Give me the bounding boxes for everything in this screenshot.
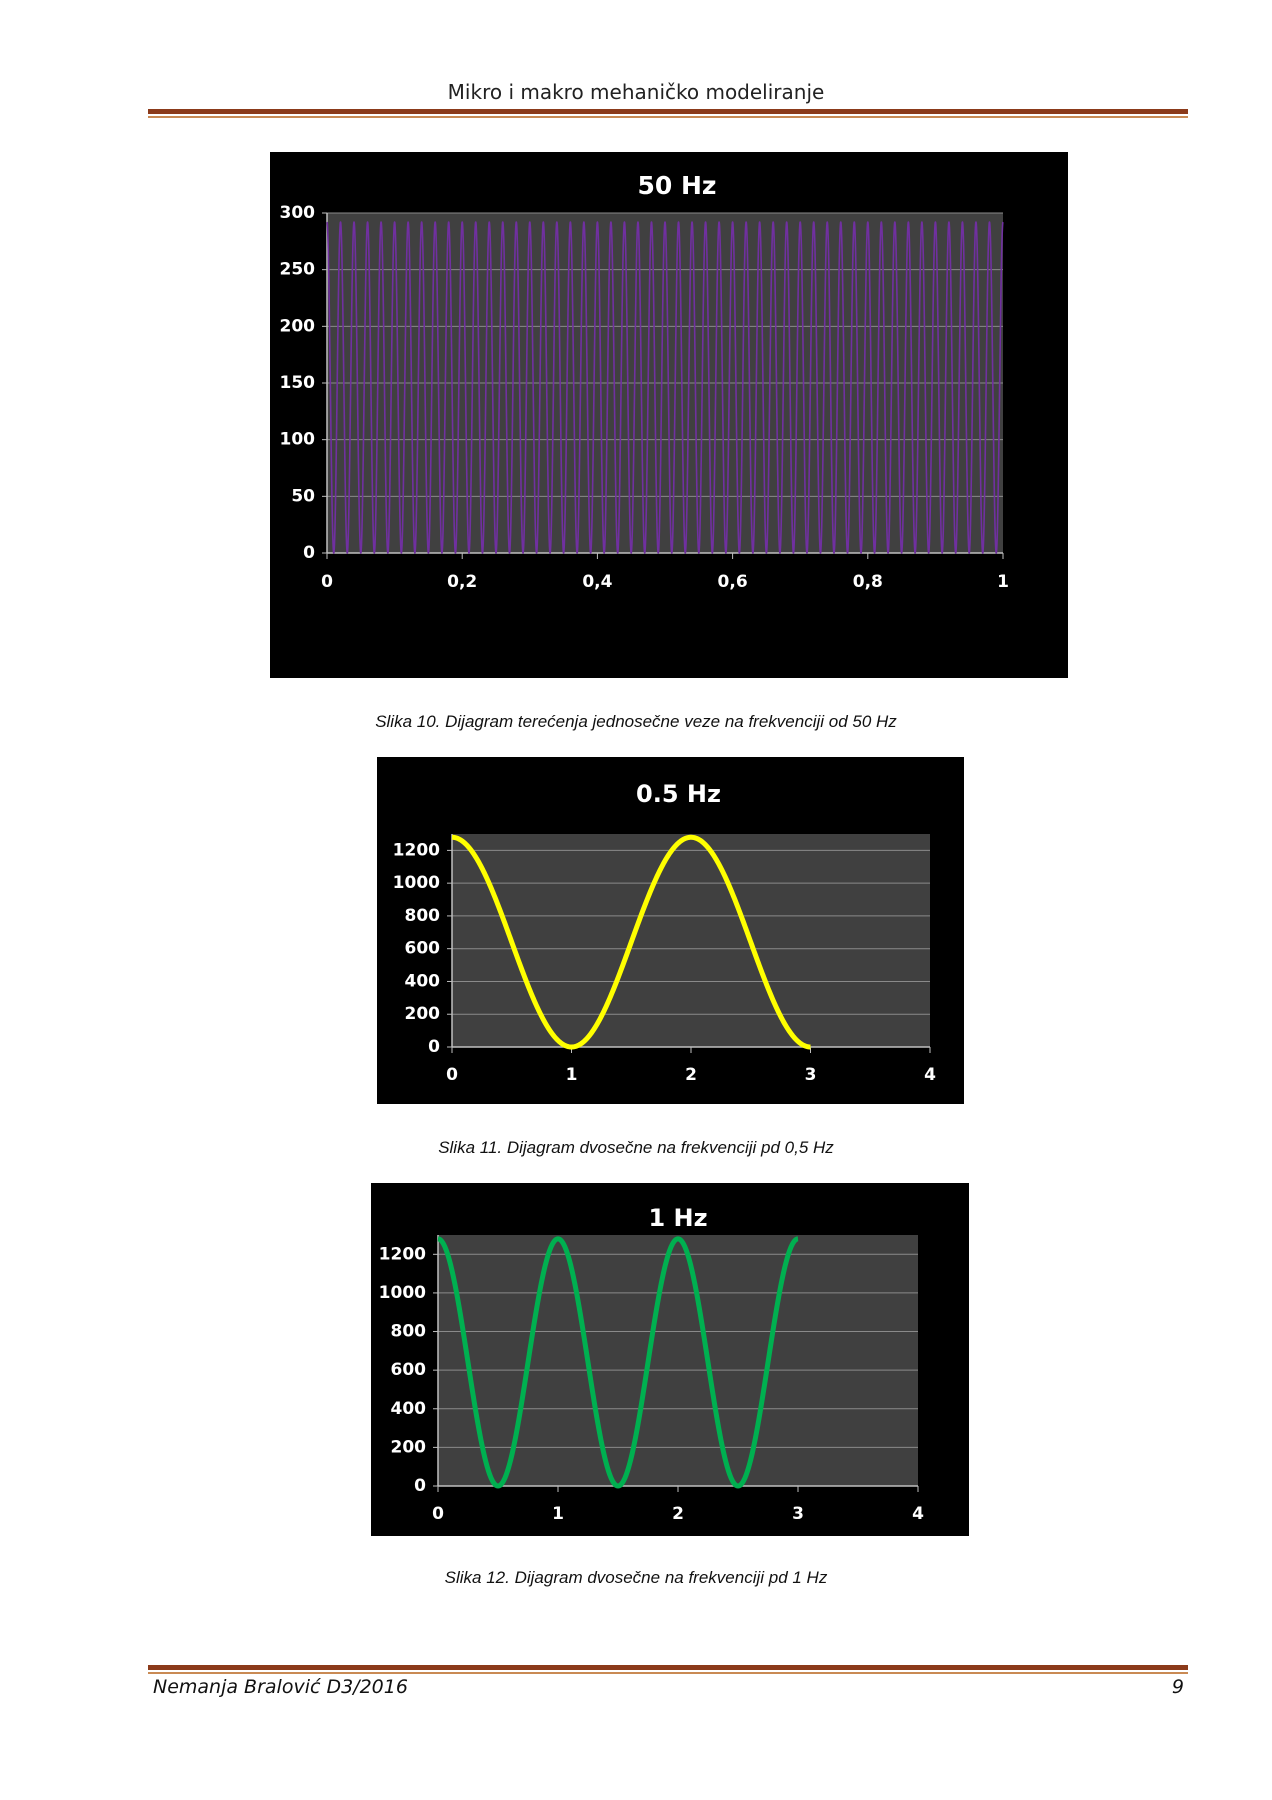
- x-tick-label: 0,4: [582, 572, 612, 592]
- chart-1hz-svg: 1 Hz 0 200 400 600 800 1000 1200 0 1 2 3 4: [379, 1204, 924, 1524]
- y-tick-label: 800: [391, 1322, 427, 1342]
- x-tick-label: 0,6: [718, 572, 748, 592]
- y-tick-label: 150: [280, 373, 316, 393]
- figure-11-caption: Slika 11. Dijagram dvosečne na frekvenci…: [438, 1138, 834, 1157]
- chart-05hz: 0.5 Hz 0 200 400 600 800 1000 1200 0 1 2 3 4: [377, 757, 964, 1104]
- y-tick-label: 600: [405, 939, 441, 959]
- x-tick-label: 0,8: [853, 572, 883, 592]
- chart-title: 1 Hz: [648, 1204, 707, 1232]
- plot-area: [438, 1235, 918, 1486]
- x-tick-label: 1: [552, 1504, 564, 1524]
- y-tick-label: 1000: [393, 873, 440, 893]
- y-tick-label: 1200: [379, 1244, 426, 1264]
- chart-05hz-svg: 0.5 Hz 0 200 400 600 800 1000 1200 0 1 2 3 4: [393, 780, 936, 1085]
- y-tick-label: 400: [391, 1399, 427, 1419]
- series-line: [326, 221, 1004, 554]
- x-tick-label: 2: [672, 1504, 684, 1524]
- y-tick-label: 1200: [393, 840, 440, 860]
- x-tick-label: 4: [924, 1065, 936, 1085]
- y-tick-label: 1000: [379, 1283, 426, 1303]
- x-tick-label: 4: [912, 1504, 924, 1524]
- chart-50hz: 50 Hz 0 50 100 150 200 250 300 0 0,2 0,4 0,6 0,8 1: [270, 152, 1068, 678]
- x-tick-label: 0: [321, 572, 333, 592]
- y-tick-label: 0: [428, 1037, 440, 1057]
- y-tick-label: 300: [280, 203, 316, 223]
- header-rule: [148, 109, 1188, 118]
- x-tick-label: 2: [685, 1065, 697, 1085]
- figure-10-caption: Slika 10. Dijagram terećenja jednosečne …: [375, 712, 897, 731]
- x-tick-label: 1: [566, 1065, 578, 1085]
- y-tick-label: 0: [414, 1476, 426, 1496]
- y-tick-label: 250: [280, 260, 316, 280]
- footer-author: Nemanja Bralović D3/2016: [153, 1676, 408, 1698]
- x-tick-label: 0,2: [447, 572, 477, 592]
- chart-title: 50 Hz: [638, 171, 717, 200]
- y-tick-label: 200: [405, 1004, 441, 1024]
- y-tick-label: 0: [303, 543, 315, 563]
- x-tick-label: 3: [805, 1065, 817, 1085]
- y-tick-label: 400: [405, 971, 441, 991]
- x-tick-label: 3: [792, 1504, 804, 1524]
- series-line: [436, 1236, 800, 1489]
- plot-area: [452, 834, 930, 1047]
- chart-1hz: 1 Hz 0 200 400 600 800 1000 1200 0 1 2 3 4: [371, 1183, 969, 1536]
- y-tick-label: 600: [391, 1360, 427, 1380]
- series-line: [450, 834, 813, 1050]
- y-tick-label: 200: [391, 1437, 427, 1457]
- y-tick-label: 100: [280, 430, 316, 450]
- x-tick-label: 0: [432, 1504, 444, 1524]
- y-tick-label: 50: [291, 486, 315, 506]
- y-tick-label: 200: [280, 316, 316, 336]
- x-tick-label: 0: [446, 1065, 458, 1085]
- y-tick-label: 800: [405, 906, 441, 926]
- figure-12-caption: Slika 12. Dijagram dvosečne na frekvenci…: [444, 1568, 828, 1587]
- page-header-title: Mikro i makro mehaničko modeliranje: [447, 80, 825, 104]
- x-tick-label: 1: [997, 572, 1009, 592]
- chart-title: 0.5 Hz: [636, 780, 721, 808]
- footer-rule: [148, 1665, 1188, 1674]
- page-number: 9: [1171, 1676, 1184, 1698]
- chart-50hz-svg: 50 Hz 0 50 100 150 200 250 300 0 0,2 0,4 0,6 0,8 1: [280, 171, 1009, 592]
